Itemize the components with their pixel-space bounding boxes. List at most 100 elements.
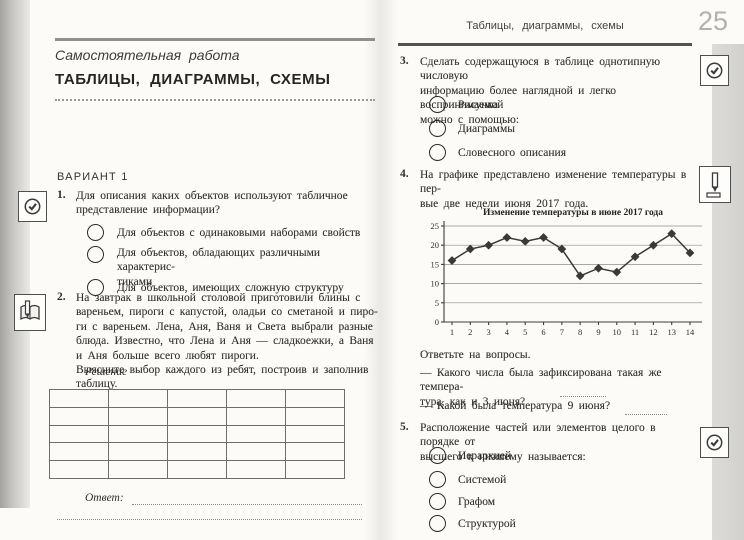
book-pencil-icon: [20, 300, 40, 321]
question-4-number: 4.: [400, 168, 409, 180]
solution-table-cell[interactable]: [226, 460, 286, 479]
solution-table-cell[interactable]: [167, 442, 227, 462]
page-edge-shadow-right: [712, 44, 744, 540]
solution-table-cell[interactable]: [167, 406, 227, 426]
solution-table-cell[interactable]: [108, 424, 168, 444]
task-type-write-icon: [14, 294, 46, 331]
svg-text:8: 8: [578, 327, 582, 337]
dotted-rule: [55, 99, 375, 101]
q3-radio-option-3[interactable]: [429, 144, 446, 161]
solution-table-cell[interactable]: [226, 406, 286, 426]
answer-line[interactable]: [560, 386, 606, 397]
solution-table-cell[interactable]: [226, 424, 286, 444]
q1-option-3-label: Для объектов, имеющих сложную структуру: [117, 282, 344, 294]
q5-option-4-label: Структурой: [458, 518, 516, 530]
svg-text:0: 0: [435, 317, 439, 327]
svg-text:Изменение температуры в июне 2: Изменение температуры в июне 2017 года: [483, 208, 663, 218]
q4-question-b: — Какой была температура 9 июня?: [420, 400, 611, 412]
q5-radio-option-4[interactable]: [429, 515, 446, 532]
svg-text:9: 9: [596, 327, 600, 337]
q5-radio-option-3[interactable]: [429, 493, 446, 510]
solution-table-cell[interactable]: [167, 424, 227, 444]
svg-text:15: 15: [431, 259, 440, 269]
question-3-text: Сделать содержащуюся в таблице однотипну…: [420, 56, 661, 126]
running-header: Таблицы, диаграммы, схемы: [466, 20, 624, 32]
svg-text:13: 13: [667, 327, 676, 337]
solution-table-cell[interactable]: [49, 424, 109, 444]
q1-radio-option-2[interactable]: [87, 246, 104, 263]
answer-label: Ответ:: [85, 492, 124, 504]
svg-text:7: 7: [560, 327, 564, 337]
solution-table-cell[interactable]: [285, 406, 345, 426]
question-1-text: Для описания каких объектов используют т…: [76, 190, 348, 217]
section-subtitle: Самостоятельная работа: [55, 47, 240, 63]
svg-text:14: 14: [686, 327, 695, 337]
q5-radio-option-2[interactable]: [429, 471, 446, 488]
answer-line[interactable]: [625, 404, 667, 415]
q1-radio-option-1[interactable]: [87, 224, 104, 241]
solution-table: [49, 389, 345, 479]
solution-table-cell[interactable]: [226, 442, 286, 462]
task-type-check-icon: [700, 55, 729, 86]
solution-table-cell[interactable]: [108, 460, 168, 479]
answer-line[interactable]: [57, 519, 362, 520]
solution-table-cell[interactable]: [226, 389, 286, 408]
page-gutter-shadow: [364, 0, 398, 540]
solution-table-cell[interactable]: [108, 389, 168, 408]
pen-icon: [706, 171, 721, 198]
q5-option-2-label: Системой: [458, 474, 507, 486]
question-3-number: 3.: [400, 55, 409, 67]
answer-line[interactable]: [132, 504, 362, 505]
solution-table-cell[interactable]: [285, 389, 345, 408]
q3-radio-option-2[interactable]: [429, 120, 446, 137]
question-5-text: Расположение частей или элементов целого…: [420, 422, 656, 463]
q4-question-a: — Какого числа была зафиксирована такая …: [420, 367, 662, 408]
svg-text:6: 6: [541, 327, 545, 337]
question-2-text: На завтрак в школьной столовой приготови…: [76, 292, 378, 391]
temperature-chart: Изменение температуры в июне 2017 года 0 5…: [431, 208, 702, 337]
question-5-number: 5.: [400, 421, 409, 433]
task-type-pen-icon: [699, 166, 731, 203]
solution-table-cell[interactable]: [108, 442, 168, 462]
solution-table-cell[interactable]: [108, 406, 168, 426]
section-title: ТАБЛИЦЫ, ДИАГРАММЫ, СХЕМЫ: [55, 71, 331, 88]
solution-table-cell[interactable]: [49, 389, 109, 408]
q5-radio-option-1[interactable]: [429, 447, 446, 464]
svg-text:12: 12: [649, 327, 658, 337]
solution-table-cell[interactable]: [167, 460, 227, 479]
solution-table-cell[interactable]: [49, 442, 109, 462]
svg-text:5: 5: [435, 298, 439, 308]
svg-text:20: 20: [431, 240, 440, 250]
svg-text:10: 10: [431, 279, 440, 289]
check-circle-icon: [24, 198, 41, 215]
solution-table-cell[interactable]: [285, 424, 345, 444]
top-rule-left: [55, 38, 375, 41]
svg-text:5: 5: [523, 327, 527, 337]
q1-radio-option-3[interactable]: [87, 279, 104, 296]
svg-text:3: 3: [486, 327, 490, 337]
check-circle-icon: [706, 434, 723, 451]
solution-table-cell[interactable]: [49, 460, 109, 479]
svg-text:1: 1: [450, 327, 454, 337]
q3-radio-option-1[interactable]: [429, 96, 446, 113]
q3-option-2-label: Диаграммы: [458, 123, 515, 135]
solution-table-cell[interactable]: [285, 460, 345, 479]
task-type-check-icon: [700, 427, 729, 458]
solution-table-cell[interactable]: [285, 442, 345, 462]
q4-questions-intro: Ответьте на вопросы.: [420, 349, 531, 361]
question-4-text: На графике представлено изменение темпер…: [420, 169, 687, 210]
check-circle-icon: [706, 62, 723, 79]
svg-text:25: 25: [431, 221, 440, 231]
solution-table-cell[interactable]: [49, 406, 109, 426]
q5-option-1-label: Иерархией: [458, 450, 512, 462]
question-2-number: 2.: [57, 291, 66, 303]
svg-text:11: 11: [631, 327, 639, 337]
solution-table-cell[interactable]: [167, 389, 227, 408]
q5-option-3-label: Графом: [458, 496, 496, 508]
q3-option-1-label: Рисунка: [458, 99, 498, 111]
q3-option-3-label: Словесного описания: [458, 147, 566, 159]
svg-text:10: 10: [613, 327, 622, 337]
page-edge-shadow-left: [0, 0, 30, 508]
task-type-check-icon: [18, 191, 47, 222]
